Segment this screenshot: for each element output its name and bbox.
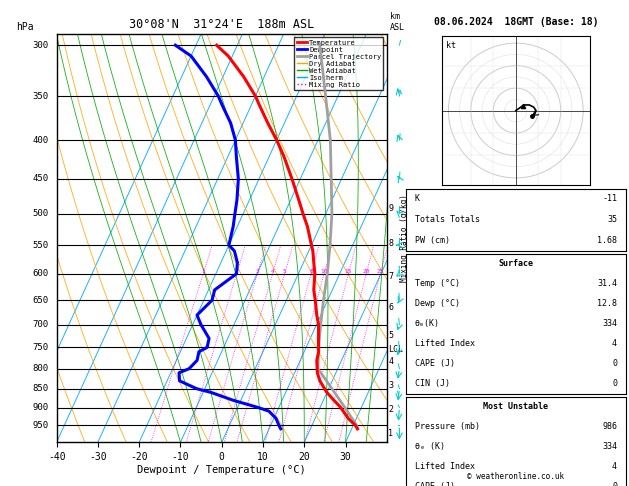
Text: Mixing Ratio (g/kg): Mixing Ratio (g/kg) xyxy=(401,194,409,282)
Text: CAPE (J): CAPE (J) xyxy=(415,483,455,486)
Text: 7: 7 xyxy=(389,272,394,281)
Text: 10: 10 xyxy=(320,269,328,274)
Text: Totals Totals: Totals Totals xyxy=(415,215,479,224)
Text: km
ASL: km ASL xyxy=(390,12,405,32)
Text: 700: 700 xyxy=(32,320,48,329)
Text: hPa: hPa xyxy=(16,21,33,32)
Text: 950: 950 xyxy=(32,421,48,430)
Text: K: K xyxy=(415,194,420,204)
Text: Lifted Index: Lifted Index xyxy=(415,339,474,348)
Text: 550: 550 xyxy=(32,241,48,250)
Text: 800: 800 xyxy=(32,364,48,373)
Text: 750: 750 xyxy=(32,343,48,352)
Text: 850: 850 xyxy=(32,384,48,393)
Text: 900: 900 xyxy=(32,403,48,412)
Text: 600: 600 xyxy=(32,269,48,278)
Text: 15: 15 xyxy=(345,269,352,274)
Text: 8: 8 xyxy=(309,269,313,274)
Text: Lifted Index: Lifted Index xyxy=(415,462,474,471)
Text: 6: 6 xyxy=(389,303,394,312)
Text: 0: 0 xyxy=(612,359,617,368)
Text: -11: -11 xyxy=(602,194,617,204)
Text: Surface: Surface xyxy=(498,259,533,268)
Text: 334: 334 xyxy=(602,319,617,328)
Title: 30°08'N  31°24'E  188m ASL: 30°08'N 31°24'E 188m ASL xyxy=(129,18,314,32)
Text: 350: 350 xyxy=(32,91,48,101)
Text: 0: 0 xyxy=(612,483,617,486)
Text: 986: 986 xyxy=(602,422,617,431)
Text: 4: 4 xyxy=(270,269,274,274)
Text: 1: 1 xyxy=(389,430,394,438)
Text: kt: kt xyxy=(446,41,456,50)
Text: 1: 1 xyxy=(201,269,205,274)
Text: 4: 4 xyxy=(389,357,394,366)
Text: © weatheronline.co.uk: © weatheronline.co.uk xyxy=(467,472,564,481)
Text: 0: 0 xyxy=(612,379,617,388)
Text: 300: 300 xyxy=(32,41,48,50)
Text: 2: 2 xyxy=(389,405,394,414)
Text: 500: 500 xyxy=(32,209,48,218)
Text: 450: 450 xyxy=(32,174,48,183)
Legend: Temperature, Dewpoint, Parcel Trajectory, Dry Adiabat, Wet Adiabat, Isotherm, Mi: Temperature, Dewpoint, Parcel Trajectory… xyxy=(294,37,383,90)
Text: 5: 5 xyxy=(389,331,394,340)
Text: PW (cm): PW (cm) xyxy=(415,236,450,245)
Text: Most Unstable: Most Unstable xyxy=(483,402,548,411)
Text: 9: 9 xyxy=(389,204,394,213)
Text: LCL: LCL xyxy=(389,345,403,354)
Text: 25: 25 xyxy=(377,269,384,274)
Text: 20: 20 xyxy=(362,269,370,274)
Text: 2: 2 xyxy=(235,269,238,274)
Text: Temp (°C): Temp (°C) xyxy=(415,279,460,288)
Text: 8: 8 xyxy=(389,239,394,248)
Text: 12.8: 12.8 xyxy=(597,299,617,308)
Text: 334: 334 xyxy=(602,442,617,451)
Text: CIN (J): CIN (J) xyxy=(415,379,450,388)
Text: 35: 35 xyxy=(607,215,617,224)
Text: 1.68: 1.68 xyxy=(597,236,617,245)
Text: 31.4: 31.4 xyxy=(597,279,617,288)
Text: θₑ(K): θₑ(K) xyxy=(415,319,440,328)
Text: 4: 4 xyxy=(612,339,617,348)
Text: 4: 4 xyxy=(612,462,617,471)
Text: θₑ (K): θₑ (K) xyxy=(415,442,445,451)
Text: 3: 3 xyxy=(389,382,394,390)
Text: Pressure (mb): Pressure (mb) xyxy=(415,422,479,431)
X-axis label: Dewpoint / Temperature (°C): Dewpoint / Temperature (°C) xyxy=(137,465,306,475)
Text: 650: 650 xyxy=(32,295,48,305)
Text: 08.06.2024  18GMT (Base: 18): 08.06.2024 18GMT (Base: 18) xyxy=(433,17,598,27)
Text: CAPE (J): CAPE (J) xyxy=(415,359,455,368)
Text: Dewp (°C): Dewp (°C) xyxy=(415,299,460,308)
Text: 400: 400 xyxy=(32,136,48,144)
Text: 5: 5 xyxy=(283,269,287,274)
Text: 3: 3 xyxy=(255,269,259,274)
